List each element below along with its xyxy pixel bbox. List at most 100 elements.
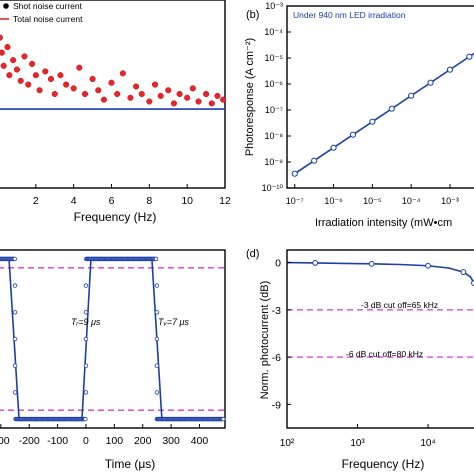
x-tick-label: 6 xyxy=(109,195,115,207)
photoresponse-point xyxy=(466,53,473,60)
panel-d-y-axis-label: Norm. photocurrent (dB) xyxy=(259,281,271,400)
panel-d: (d) 0 -3 -6 -9 10² 10³ 10⁴ -3 dB cut off=65 k… xyxy=(246,248,474,471)
panel-a-frame xyxy=(0,0,226,189)
x-tick-label: 200 xyxy=(134,435,152,447)
edge-point xyxy=(154,310,160,315)
total-noise-point xyxy=(13,66,20,73)
panel-b-tag: (b) xyxy=(246,9,259,21)
series-fit-line xyxy=(294,52,474,175)
edge-point xyxy=(12,336,18,342)
pulse-point xyxy=(153,256,159,262)
total-noise-point xyxy=(133,83,140,90)
edge-point xyxy=(12,390,18,395)
x-tick-label: 100 xyxy=(106,435,124,447)
x-tick-label: 0 xyxy=(83,435,89,447)
y-tick-label: 10⁻¹⁰ xyxy=(262,183,284,193)
panel-c: 300 -200 -100 0 100 200 300 400 Tᵣ=9 μs Tᵥ=7 μs… xyxy=(0,249,226,471)
legend-label-total-noise: Total noise current xyxy=(13,14,83,24)
x-tick-label: 10⁻⁷ xyxy=(286,196,304,206)
photoresponse-point xyxy=(349,131,357,138)
total-noise-point xyxy=(157,92,164,99)
panel-d-frame xyxy=(286,249,474,429)
x-tick-label: 10² xyxy=(280,438,295,449)
total-noise-point xyxy=(0,62,7,69)
y-tick-label: 10⁻⁸ xyxy=(264,131,283,141)
series-pulse-response xyxy=(0,258,225,420)
panel-d-y-ticks: 0 -3 -6 -9 xyxy=(272,258,291,411)
panel-d-tag: (d) xyxy=(246,248,259,260)
panel-d-plot-area xyxy=(286,260,474,358)
panel-b-y-axis-label: Photoresponse (A cm⁻²) xyxy=(244,38,256,156)
total-noise-point xyxy=(57,72,64,79)
panel-b-annotation: Under 940 nm LED irradiation xyxy=(293,10,406,20)
x-tick-label: 10⁻⁴ xyxy=(402,196,421,206)
total-noise-point xyxy=(36,87,43,94)
total-noise-point xyxy=(203,90,210,98)
frequency-point xyxy=(425,262,431,269)
panel-a-legend: Shot noise current Total noise current xyxy=(0,1,83,24)
legend-label-shot-noise: Shot noise current xyxy=(13,1,83,11)
pulse-point xyxy=(83,416,88,422)
panel-c-plot-area xyxy=(0,256,226,422)
total-noise-point xyxy=(189,85,196,92)
total-noise-point xyxy=(70,85,77,92)
panel-b-x-ticks: 10⁻⁷ 10⁻⁶ 10⁻⁵ 10⁻⁴ 10⁻³ xyxy=(286,184,459,206)
total-noise-point xyxy=(165,87,172,94)
total-noise-point xyxy=(176,90,183,98)
total-noise-point xyxy=(47,75,55,83)
total-noise-point xyxy=(208,100,215,107)
photoresponse-point xyxy=(408,92,415,99)
x-tick-label: 400 xyxy=(191,435,209,447)
total-noise-point xyxy=(10,57,17,64)
x-tick-label: 8 xyxy=(146,195,152,207)
panel-d-annotation-6db: -6 dB cut off=80 kHz xyxy=(346,349,423,359)
photoresponse-point xyxy=(446,66,454,73)
total-noise-point xyxy=(146,98,153,105)
total-noise-point xyxy=(170,100,177,107)
panel-c-annotation-fall-time: Tᵥ=7 μs xyxy=(158,317,189,327)
x-tick-label: -200 xyxy=(19,435,40,447)
total-noise-point xyxy=(220,96,227,103)
total-noise-point xyxy=(89,75,96,83)
y-tick-label: -6 xyxy=(272,352,281,364)
photoresponse-point xyxy=(427,79,434,86)
total-noise-point xyxy=(51,90,58,98)
total-noise-point xyxy=(21,53,28,60)
total-noise-point xyxy=(138,90,145,98)
total-noise-point xyxy=(127,94,134,101)
panel-d-annotation-3db: -3 dB cut off=65 kHz xyxy=(361,300,438,310)
edge-point xyxy=(12,283,18,288)
total-noise-point xyxy=(25,81,32,88)
y-tick-label: 10⁻⁹ xyxy=(264,157,283,167)
y-tick-label: 10⁻⁷ xyxy=(265,105,283,115)
total-noise-point xyxy=(214,92,221,99)
y-tick-label: 10⁻⁴ xyxy=(264,27,283,37)
panel-d-x-axis-label: Frequency (Hz) xyxy=(342,457,425,471)
x-tick-label: 2 xyxy=(33,195,39,207)
total-noise-point xyxy=(0,49,5,56)
edge-point xyxy=(83,336,89,342)
edge-point xyxy=(12,363,18,368)
photoresponse-point xyxy=(291,170,298,177)
panel-c-x-axis-label: Time (μs) xyxy=(105,457,155,471)
panel-b-frame xyxy=(286,5,474,189)
pulse-point xyxy=(221,416,226,422)
total-noise-point xyxy=(108,79,115,86)
panel-a-x-axis-label: Frequency (Hz) xyxy=(74,210,157,224)
y-tick-label: 10⁻⁵ xyxy=(265,53,284,63)
x-tick-label: 4 xyxy=(71,195,77,207)
panel-b-y-ticks: 10⁻¹⁰ 10⁻⁹ 10⁻⁸ 10⁻⁷ 10⁻⁶ 10⁻⁵ 10⁻⁴ 10⁻³ xyxy=(262,1,291,193)
panel-b: (b) Under 940 nm LED irradiation 10⁻¹⁰10… xyxy=(244,1,474,229)
total-noise-point xyxy=(114,90,121,98)
total-noise-point xyxy=(32,72,39,79)
x-tick-label: 10³ xyxy=(350,438,365,449)
panel-a-x-ticks: 2 4 6 8 10 12 xyxy=(33,184,231,207)
total-noise-point xyxy=(0,34,3,41)
edge-point xyxy=(154,363,160,368)
photoresponse-point xyxy=(311,157,318,164)
edge-point xyxy=(154,390,160,395)
photoresponse-point xyxy=(388,105,395,112)
panel-c-frame xyxy=(0,249,226,429)
legend-marker-shot-noise xyxy=(3,3,9,9)
